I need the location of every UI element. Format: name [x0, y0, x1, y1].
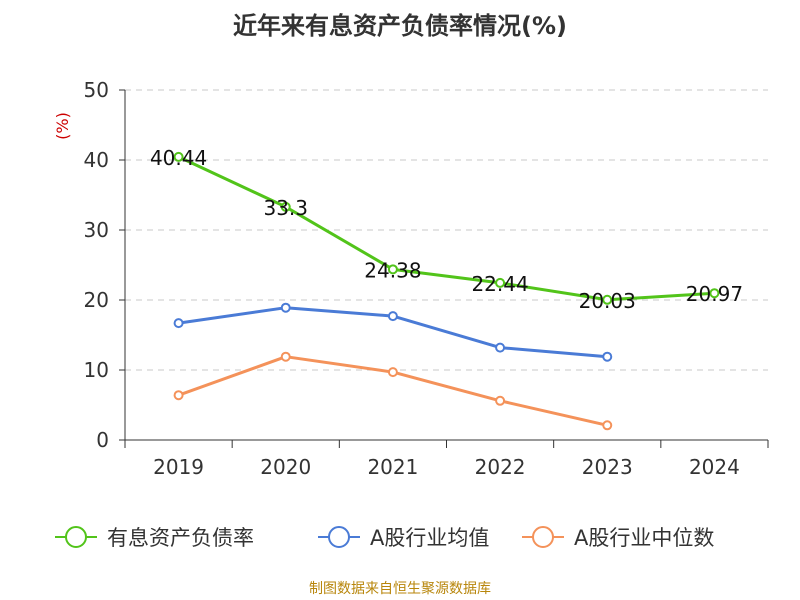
data-point — [280, 302, 291, 313]
y-tick-label: 40 — [84, 148, 109, 172]
legend-label: A股行业中位数 — [574, 526, 714, 550]
data-point — [495, 395, 506, 406]
data-label: 22.44 — [471, 272, 528, 296]
legend-marker — [532, 526, 554, 548]
legend-label: A股行业均值 — [370, 526, 489, 550]
x-tick-label: 2022 — [475, 455, 526, 479]
x-tick-label: 2023 — [582, 455, 633, 479]
data-point — [387, 367, 398, 378]
data-point — [602, 351, 613, 362]
data-point — [387, 311, 398, 322]
legend-marker — [328, 526, 350, 548]
data-label: 40.44 — [150, 146, 207, 170]
y-axis-label: (%) — [53, 112, 72, 140]
data-label: 20.97 — [686, 282, 743, 306]
y-tick-label: 20 — [84, 288, 109, 312]
x-tick-label: 2019 — [153, 455, 204, 479]
data-label: 33.3 — [263, 196, 308, 220]
data-label: 24.38 — [364, 258, 421, 282]
legend-label: 有息资产负债率 — [107, 526, 254, 550]
x-tick-label: 2024 — [689, 455, 740, 479]
y-tick-label: 50 — [84, 78, 109, 102]
data-point — [173, 318, 184, 329]
data-point — [602, 294, 613, 305]
data-label: 20.03 — [579, 289, 636, 313]
series-line — [178, 355, 608, 427]
data-point — [387, 264, 398, 275]
x-tick-label: 2020 — [260, 455, 311, 479]
data-point — [495, 342, 506, 353]
data-point — [709, 288, 720, 299]
data-point — [602, 420, 613, 431]
series-line — [177, 155, 715, 302]
y-tick-label: 30 — [84, 218, 109, 242]
data-point — [173, 151, 184, 162]
legend-marker — [65, 526, 87, 548]
chart-title: 近年来有息资产负债率情况(%) — [233, 12, 567, 40]
x-tick-label: 2021 — [367, 455, 418, 479]
data-point — [280, 201, 291, 212]
y-tick-label: 0 — [96, 428, 109, 452]
data-point — [495, 277, 506, 288]
y-tick-label: 10 — [84, 358, 109, 382]
data-point — [173, 390, 184, 401]
data-point — [280, 351, 291, 362]
source-note: 制图数据来自恒生聚源数据库 — [309, 581, 491, 597]
